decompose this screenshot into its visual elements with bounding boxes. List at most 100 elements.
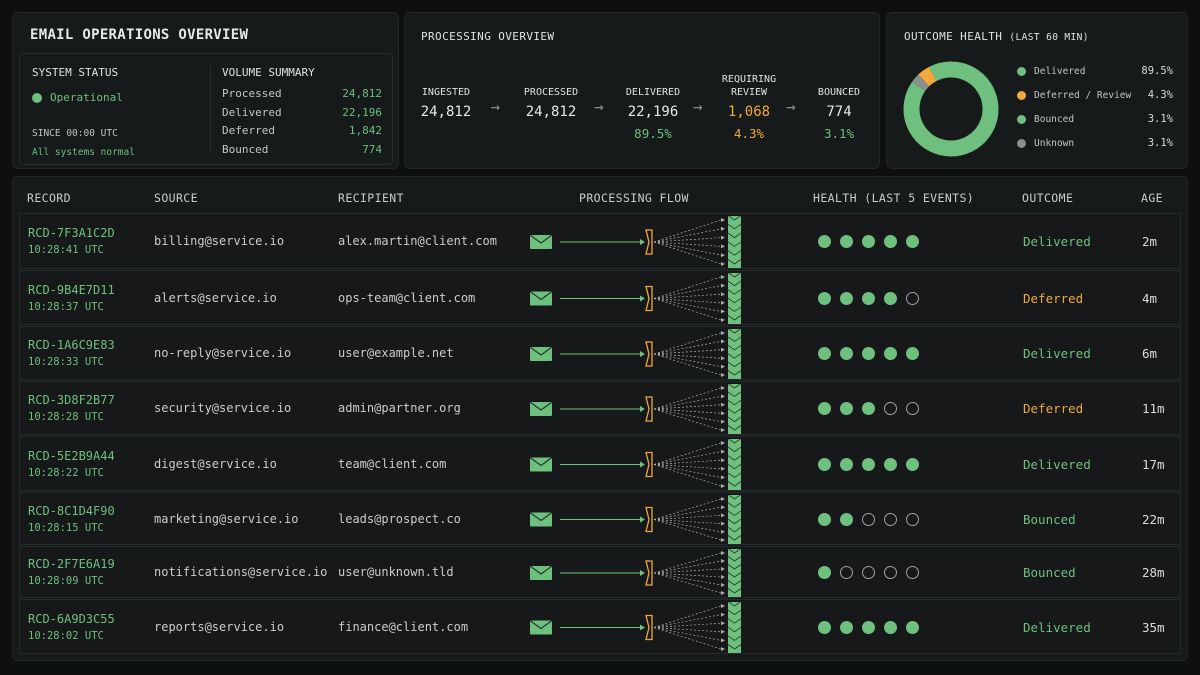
- stage-percent: 4.3%: [733, 126, 765, 141]
- legend-label: Unknown: [1034, 137, 1075, 149]
- record-time: 10:28:02 UTC: [28, 629, 104, 642]
- health-empty-icon: [862, 566, 875, 579]
- volume-row: Delivered 22,196: [222, 106, 382, 125]
- outcome-health-title-text: OUTCOME HEALTH: [904, 30, 1003, 43]
- record-age: 4m: [1142, 290, 1158, 306]
- outcome-status: Delivered: [1023, 234, 1091, 249]
- source-address: alerts@service.io: [154, 290, 277, 305]
- recipient-address: team@client.com: [338, 456, 447, 471]
- volume-summary-heading: VOLUME SUMMARY: [222, 66, 315, 79]
- status-text: Operational: [50, 91, 123, 104]
- filter-icon: [645, 560, 653, 586]
- volume-row: Processed 24,812: [222, 87, 382, 106]
- record-age: 28m: [1142, 565, 1165, 580]
- health-indicators: [818, 457, 919, 471]
- table-row[interactable]: RCD-6A9D3C55 10:28:02 UTC reports@service.…: [19, 599, 1181, 654]
- stage-value: 22,196: [627, 104, 679, 120]
- table-row[interactable]: RCD-9B4E7D11 10:28:37 UTC alerts@service.i…: [19, 270, 1181, 325]
- record-time: 10:28:41 UTC: [28, 244, 104, 256]
- record-id[interactable]: RCD-6A9D3C55: [28, 611, 115, 626]
- column-header-outcome[interactable]: OUTCOME: [1022, 191, 1074, 205]
- record-id[interactable]: RCD-7F3A1C2D: [28, 226, 115, 240]
- arrow-right-icon: →: [786, 97, 796, 116]
- filter-icon: [645, 451, 653, 478]
- stage-value: 24,812: [525, 104, 577, 120]
- record-age: 11m: [1142, 401, 1165, 416]
- legend-item: Delivered 89.5%: [1017, 65, 1173, 77]
- health-indicators: [818, 347, 919, 360]
- legend-label: Bounced: [1034, 113, 1075, 125]
- table-row[interactable]: RCD-1A6C9E83 10:28:33 UTC no-reply@service…: [19, 326, 1181, 380]
- record-age: 17m: [1142, 456, 1165, 472]
- filter-icon: [645, 341, 653, 367]
- source-address: security@service.io: [154, 401, 292, 415]
- legend-label: Delivered: [1034, 65, 1086, 77]
- recipient-address: alex.martin@client.com: [338, 234, 497, 248]
- legend-item: Bounced 3.1%: [1017, 113, 1173, 125]
- health-ok-icon: [840, 457, 853, 471]
- stage-4: BOUNCED 774 3.1%: [794, 86, 884, 141]
- health-ok-icon: [840, 291, 853, 305]
- health-ok-icon: [818, 566, 831, 579]
- arrow-right-icon: →: [693, 97, 703, 116]
- outcome-status: Delivered: [1023, 619, 1091, 635]
- legend-value: 4.3%: [1147, 89, 1173, 101]
- source-address: notifications@service.io: [154, 565, 328, 579]
- health-ok-icon: [818, 457, 831, 471]
- volume-value: 22,196: [342, 105, 382, 119]
- arrow-right-icon: →: [594, 97, 604, 116]
- status-indicator: Operational: [32, 91, 200, 104]
- health-ok-icon: [884, 347, 897, 360]
- column-header-health[interactable]: HEALTH (LAST 5 EVENTS): [813, 191, 975, 205]
- health-ok-icon: [840, 235, 853, 248]
- filter-icon: [645, 614, 653, 641]
- table-row[interactable]: RCD-3D8F2B77 10:28:28 UTC security@service…: [19, 381, 1181, 435]
- column-header-record[interactable]: RECORD: [27, 191, 71, 205]
- record-time: 10:28:28 UTC: [28, 411, 104, 423]
- record-id[interactable]: RCD-2F7E6A19: [28, 557, 115, 571]
- divider: [210, 66, 211, 154]
- table-row[interactable]: RCD-5E2B9A44 10:28:22 UTC digest@service.i…: [19, 436, 1181, 491]
- stage-2: DELIVERED 22,196 89.5%: [608, 86, 698, 141]
- table-row[interactable]: RCD-7F3A1C2D 10:28:41 UTC billing@service.…: [19, 213, 1181, 269]
- record-id[interactable]: RCD-1A6C9E83: [28, 338, 115, 352]
- column-header-processing-flow[interactable]: PROCESSING FLOW: [579, 191, 689, 205]
- record-time: 10:28:09 UTC: [28, 575, 104, 587]
- processing-flow-graphic: [529, 273, 742, 324]
- record-id[interactable]: RCD-5E2B9A44: [28, 448, 115, 463]
- column-header-source[interactable]: SOURCE: [154, 191, 198, 205]
- stage-value: 24,812: [420, 104, 472, 120]
- column-header-age[interactable]: AGE: [1141, 191, 1163, 205]
- record-id[interactable]: RCD-8C1D4F90: [28, 503, 115, 518]
- volume-value: 24,812: [342, 87, 382, 100]
- legend-swatch-icon: [1017, 90, 1026, 100]
- legend-swatch-icon: [1017, 138, 1026, 148]
- outcome-status: Deferred: [1023, 401, 1084, 416]
- health-indicators: [818, 402, 919, 415]
- processing-flow-graphic: [529, 384, 742, 434]
- volume-label: Delivered: [222, 105, 282, 119]
- recipient-address: user@example.net: [338, 346, 454, 360]
- health-ok-icon: [906, 347, 919, 360]
- column-header-recipient[interactable]: RECIPIENT: [338, 191, 404, 205]
- table-row[interactable]: RCD-2F7E6A19 10:28:09 UTC notifications@se…: [19, 546, 1181, 598]
- processing-flow-graphic: [529, 439, 742, 490]
- processing-flow-graphic: [529, 329, 742, 379]
- outcome-status: Bounced: [1023, 511, 1076, 527]
- health-empty-icon: [884, 402, 897, 415]
- arrow-right-icon: →: [490, 97, 501, 116]
- health-ok-icon: [818, 235, 831, 248]
- record-id[interactable]: RCD-3D8F2B77: [28, 393, 115, 407]
- health-indicators: [818, 566, 919, 579]
- record-id[interactable]: RCD-9B4E7D11: [28, 282, 115, 297]
- records-table: RECORD SOURCE RECIPIENT PROCESSING FLOW …: [12, 176, 1188, 661]
- record-time: 10:28:33 UTC: [28, 356, 104, 368]
- record-time: 10:28:15 UTC: [28, 521, 104, 534]
- legend-value: 89.5%: [1141, 65, 1173, 77]
- table-row[interactable]: RCD-8C1D4F90 10:28:15 UTC marketing@servic…: [19, 492, 1181, 545]
- health-empty-icon: [884, 512, 897, 526]
- stage-value: 774: [826, 104, 852, 120]
- recipient-address: user@unknown.tld: [338, 565, 454, 579]
- volume-summary-section: VOLUME SUMMARY Processed 24,812 Delivered…: [222, 66, 382, 161]
- donut-slice-deferred-review: [918, 66, 937, 87]
